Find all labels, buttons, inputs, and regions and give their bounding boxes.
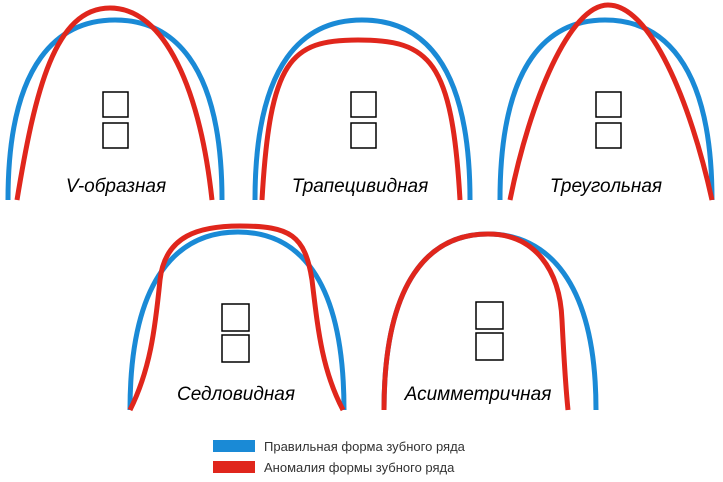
arch-label: Асимметричная	[404, 384, 552, 405]
arch-asymmetric: Асимметричная	[381, 231, 599, 411]
legend-label-anomaly: Аномалия формы зубного ряда	[264, 460, 455, 475]
tooth-marker-upper	[221, 303, 250, 332]
arch-v-shaped: V-образная	[5, 5, 225, 201]
anomaly-arch-curve	[14, 5, 215, 201]
arch-label: V-образная	[66, 176, 166, 197]
arch-triangular: Треугольная	[497, 2, 715, 201]
arch-label: Седловидная	[177, 384, 295, 405]
tooth-marker-upper	[102, 91, 129, 118]
normal-arch-curve	[127, 229, 347, 411]
legend-swatch-normal	[213, 440, 255, 452]
tooth-marker-lower	[595, 122, 622, 149]
arch-saddle: Седловидная	[127, 223, 347, 412]
tooth-marker-lower	[475, 332, 504, 361]
tooth-marker-lower	[102, 122, 129, 149]
arch-trapezoid: Трапецивидная	[252, 17, 473, 201]
tooth-marker-upper	[350, 91, 377, 118]
legend-label-normal: Правильная форма зубного ряда	[264, 439, 466, 454]
anomaly-arch-curve	[381, 231, 571, 411]
normal-arch-curve	[5, 17, 225, 201]
tooth-marker-lower	[221, 334, 250, 363]
legend-swatch-anomaly	[213, 461, 255, 473]
arch-label: Треугольная	[550, 176, 662, 197]
tooth-marker-lower	[350, 122, 377, 149]
legend: Правильная форма зубного ряда Аномалия ф…	[213, 439, 466, 475]
anomaly-arch-curve	[259, 37, 463, 201]
anomaly-arch-curve	[507, 2, 715, 201]
normal-arch-curve	[252, 17, 473, 201]
anomaly-arch-curve	[127, 223, 346, 412]
tooth-marker-upper	[595, 91, 622, 118]
normal-arch-curve	[497, 17, 715, 201]
arch-label: Трапецивидная	[292, 176, 429, 197]
tooth-marker-upper	[475, 301, 504, 330]
